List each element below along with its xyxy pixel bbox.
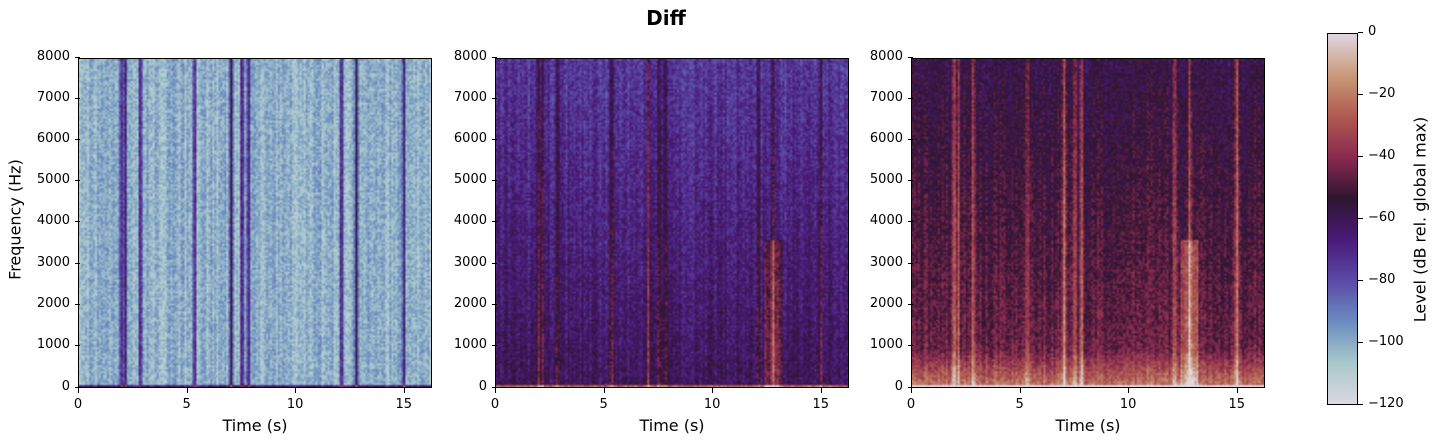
x-tick-label: 5 [584,388,624,412]
y-tick-label: 2000 [427,296,497,311]
x-tick-label: 15 [801,388,841,412]
y-tick-label: 3000 [843,255,913,270]
y-tick-label: 3000 [427,255,497,270]
y-tick-label: 2000 [10,296,80,311]
colorbar-tick-label: −60 [1357,210,1396,225]
y-tick-label: 6000 [843,131,913,146]
spectrogram-panel-2 [495,58,849,388]
x-tick-label: 5 [167,388,207,412]
x-tick-label: 0 [475,388,515,412]
spectrogram-panel-1 [78,58,432,388]
y-tick-label: 4000 [10,213,80,228]
y-tick-label: 1000 [10,337,80,352]
y-tick-label: 4000 [427,213,497,228]
y-tick-label: 1000 [427,337,497,352]
colorbar-tick-label: −120 [1358,396,1404,411]
y-tick-label: 8000 [10,49,80,64]
y-tick-label: 2000 [843,296,913,311]
x-tick-label: 10 [692,388,732,412]
colorbar-tick-label: 0 [1357,24,1377,39]
x-tick-label: 0 [891,388,931,412]
y-tick-label: 6000 [10,131,80,146]
y-tick-label: 5000 [843,172,913,187]
y-tick-label: 7000 [427,90,497,105]
colorbar-tick-label: −20 [1357,86,1396,101]
y-tick-label: 7000 [843,90,913,105]
x-axis-label: Time (s) [1055,416,1121,435]
y-tick-label: 1000 [843,337,913,352]
x-tick-label: 5 [1000,388,1040,412]
y-tick-label: 6000 [427,131,497,146]
x-tick-label: 10 [1108,388,1148,412]
y-tick-label: 8000 [843,49,913,64]
y-tick-label: 7000 [10,90,80,105]
figure-title: Diff [646,6,686,30]
y-tick-label: 3000 [10,255,80,270]
colorbar-tick-label: −80 [1357,272,1396,287]
colorbar-tick-label: −100 [1358,334,1404,349]
y-tick-label: 5000 [10,172,80,187]
x-axis-label: Time (s) [222,416,288,435]
x-tick-label: 15 [1217,388,1257,412]
x-tick-label: 0 [58,388,98,412]
colorbar [1327,33,1358,405]
colorbar-label: Level (dB rel. global max) [1410,116,1430,323]
y-tick-label: 8000 [427,49,497,64]
y-tick-label: 0 [427,379,497,394]
x-axis-label: Time (s) [639,416,705,435]
x-tick-label: 15 [384,388,424,412]
y-tick-label: 0 [843,379,913,394]
y-tick-label: 5000 [427,172,497,187]
y-tick-label: 0 [10,379,80,394]
x-tick-label: 10 [275,388,315,412]
colorbar-tick-label: −40 [1357,148,1396,163]
spectrogram-panel-3 [911,58,1265,388]
y-tick-label: 4000 [843,213,913,228]
